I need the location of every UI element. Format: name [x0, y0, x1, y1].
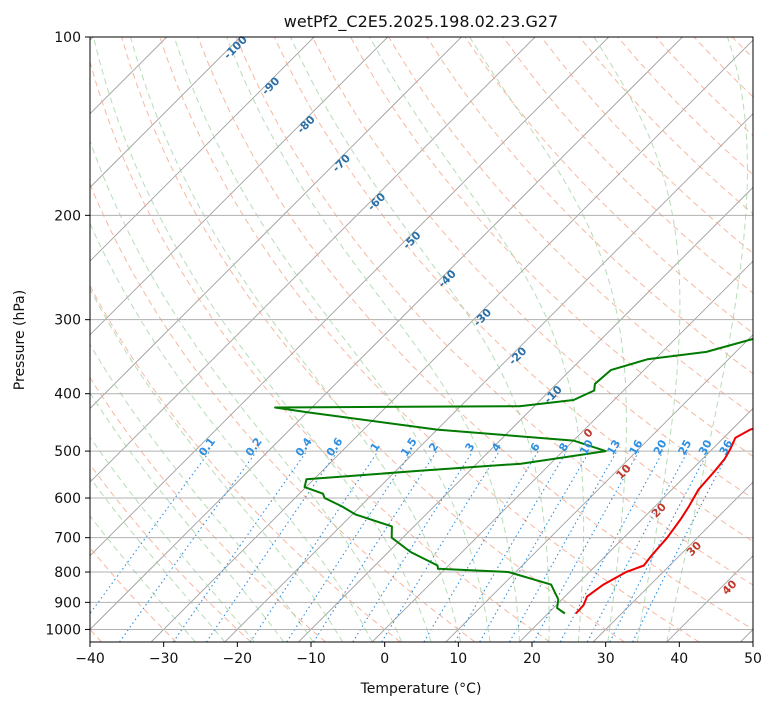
dry-adiabat-line [159, 37, 700, 642]
isotherm-line [150, 39, 753, 642]
y-tick-label: 900 [54, 595, 81, 611]
isotherm-line [592, 481, 753, 642]
y-tick-label: 300 [54, 313, 81, 329]
moist-adiabat-line [90, 436, 255, 642]
moist-adiabat-line [90, 476, 226, 642]
plot-frame [89, 36, 754, 643]
y-tick-label: 700 [54, 531, 81, 547]
moist-adiabat-line [90, 287, 344, 642]
dry-adiabat-line [90, 463, 252, 642]
moist-adiabat-line [93, 37, 432, 642]
x-tick-label: 0 [380, 651, 389, 667]
x-tick-label: 30 [597, 651, 615, 667]
y-tick-label: 500 [54, 444, 81, 460]
y-tick-label: 200 [54, 208, 81, 224]
mixing-ratio-label: 36 [717, 437, 736, 457]
x-tick-label: −20 [223, 651, 253, 667]
x-tick-label: −40 [75, 651, 105, 667]
moist-adiabat-line [130, 37, 461, 642]
mixing-ratio-line [172, 450, 308, 642]
dry-adiabat-line [235, 37, 753, 586]
isotherm-line [90, 37, 463, 410]
moist-adiabat-line [90, 392, 285, 642]
dry-adiabat-line [197, 37, 753, 630]
mixing-ratio-line [313, 450, 438, 642]
y-tick-label: 800 [54, 565, 81, 581]
dry-adiabat-line [90, 60, 551, 642]
x-tick-label: 40 [670, 651, 688, 667]
moist-adiabat-line [90, 343, 314, 642]
mixing-ratio-line [286, 450, 413, 642]
mixing-ratio-line [454, 450, 568, 642]
x-tick-label: 20 [523, 651, 541, 667]
dewpoint-profile [274, 337, 753, 615]
isotherm-line [371, 260, 753, 642]
isotherm-line [90, 37, 315, 262]
isotherm-line [297, 186, 753, 642]
dry-adiabat-line [273, 37, 753, 543]
y-tick-label: 1000 [45, 622, 81, 638]
moist-adiabat-line [173, 37, 491, 642]
mixing-ratio-line [205, 450, 338, 642]
x-axis-label: Temperature (°C) [360, 681, 482, 697]
background-lines [90, 37, 753, 642]
mixing-ratio-line [352, 450, 474, 642]
isotherm-line [224, 113, 753, 642]
x-tick-label: −10 [296, 651, 326, 667]
isotherm-line [90, 37, 242, 189]
y-tick-label: 400 [54, 387, 81, 403]
profiles [274, 337, 753, 615]
y-tick-label: 100 [54, 30, 81, 46]
mixing-ratio-line [423, 450, 539, 642]
mixing-ratio-line [586, 450, 689, 642]
moist-adiabat-line [369, 37, 585, 642]
isotherm-line [90, 37, 168, 115]
mixing-ratio-line [559, 450, 664, 642]
mixing-ratio-label: 25 [676, 438, 695, 458]
moist-adiabat-line [90, 515, 196, 642]
x-tick-label: −30 [149, 651, 179, 667]
isotherm-line [90, 37, 389, 336]
dry-adiabat-line [311, 37, 753, 500]
moist-adiabat-line [90, 222, 373, 642]
x-tick-label: 50 [744, 651, 762, 667]
isotherm-line [90, 37, 610, 557]
x-tick-label: 10 [449, 651, 467, 667]
moist-adiabat-line [290, 37, 550, 642]
isotherm-line [90, 37, 536, 483]
mixing-ratio-line [119, 450, 258, 642]
y-axis-label: Pressure (hPa) [12, 290, 28, 390]
moist-adiabat-line [666, 37, 748, 642]
pressure-gridlines [90, 37, 753, 630]
axes: −40 −30 −20 −10 0 10 20 30 40 50 100 200 300 400 500 60… [45, 30, 762, 667]
y-tick-label: 600 [54, 491, 81, 507]
moist-adiabat-line [593, 37, 681, 642]
mixing-ratio-line [381, 450, 500, 642]
moist-adiabat-line [226, 37, 520, 642]
dry-adiabat-line [121, 37, 625, 642]
mixing-ratio-line [249, 450, 379, 642]
dry-adiabat-line [502, 37, 753, 294]
chart-title: wetPf2_C2E5.2025.198.02.23.G27 [284, 12, 558, 32]
moist-adiabat-line [469, 37, 627, 642]
temperature-profile [575, 427, 753, 615]
